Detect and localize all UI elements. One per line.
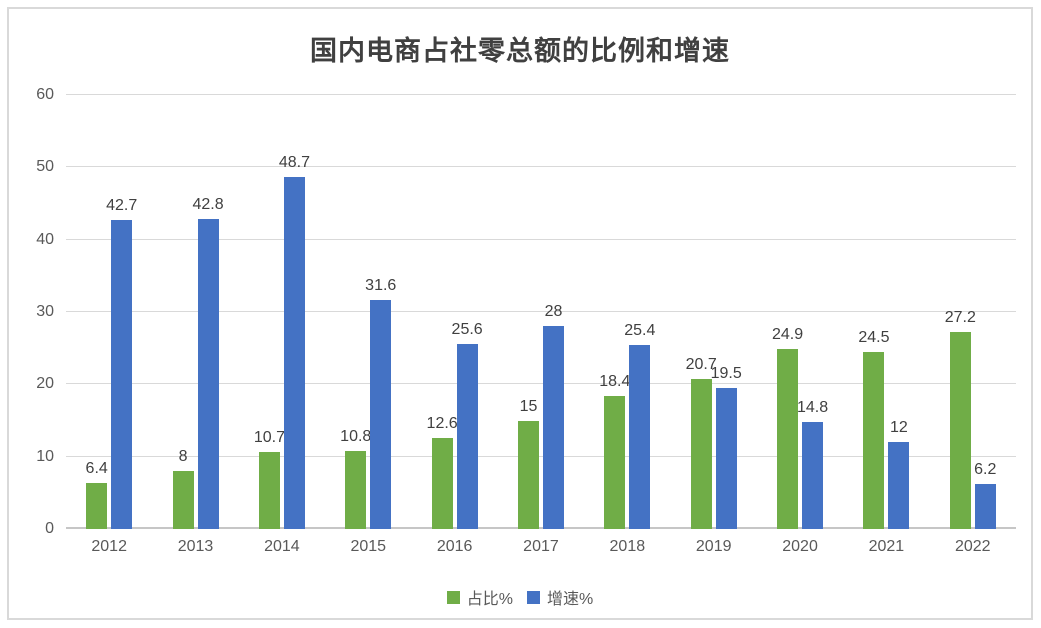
x-tick-label-2013: 2013 xyxy=(177,538,214,555)
bar-value-label-growth-2012: 42.7 xyxy=(106,197,138,215)
bar-value-label-share-2019: 20.7 xyxy=(685,356,717,374)
bar-growth-2015: 31.6 xyxy=(365,277,396,529)
bar-share-2015: 10.8 xyxy=(340,428,371,529)
gridline xyxy=(66,166,1016,168)
bar-value-label-growth-2018: 25.4 xyxy=(624,322,656,340)
gridline xyxy=(66,383,1016,385)
y-tick-label-10: 10 xyxy=(36,447,54,465)
legend-item-share: 占比% xyxy=(446,585,513,609)
x-tick-label-2012: 2012 xyxy=(91,538,127,555)
bar-value-label-share-2013: 8 xyxy=(178,448,188,466)
bar-share-2017: 15 xyxy=(517,398,539,529)
bar-growth-2012: 42.7 xyxy=(106,197,137,529)
bar-value-label-growth-2019: 19.5 xyxy=(710,364,742,382)
gridline xyxy=(66,311,1016,312)
bar-share-2019: 20.7 xyxy=(686,356,717,529)
bar-value-label-share-2022: 27.2 xyxy=(944,309,976,327)
bar-share-2012: 6.4 xyxy=(86,460,108,529)
x-tick-label-2014: 2014 xyxy=(264,538,300,555)
bar-group-2018: 18.4 25.4 xyxy=(584,95,670,529)
y-axis: 0 10 20 30 40 50 60 xyxy=(22,87,54,537)
bar-growth-2019: 19.5 xyxy=(711,365,742,529)
x-tick-label-2017: 2017 xyxy=(523,538,559,555)
legend-label-share: 占比% xyxy=(466,591,513,608)
x-tick-label-2019: 2019 xyxy=(695,538,732,555)
x-tick-label-2016: 2016 xyxy=(436,538,473,555)
bar-group-2013: 8 42.8 xyxy=(152,95,238,529)
plot-area: 6.4 42.7 8 42.8 10.7 48.7 10.8 31.6 12.6 25.6 15 28… xyxy=(66,94,1016,529)
bar-group-2020: 24.9 14.8 xyxy=(757,95,843,529)
bar-value-label-share-2014: 10.7 xyxy=(253,428,285,446)
bar-growth-2021: 12 xyxy=(888,419,910,529)
bar-share-2020: 24.9 xyxy=(772,326,803,529)
bar-group-2019: 20.7 19.5 xyxy=(671,95,757,529)
bar-value-label-growth-2017: 28 xyxy=(544,303,563,321)
bar-group-2012: 6.4 42.7 xyxy=(66,95,152,529)
bar-value-label-growth-2013: 42.8 xyxy=(192,196,224,214)
x-tick-label-2020: 2020 xyxy=(782,538,818,555)
y-tick-label-30: 30 xyxy=(36,303,54,320)
legend-swatch-share xyxy=(446,590,460,604)
legend-item-growth: 增速% xyxy=(527,585,593,609)
gridline xyxy=(66,455,1016,457)
bar-value-label-share-2015: 10.8 xyxy=(340,427,372,445)
bar-growth-2018: 25.4 xyxy=(624,322,655,529)
bar-group-2022: 27.2 6.2 xyxy=(930,95,1016,529)
bar-group-2017: 15 28 xyxy=(498,95,584,529)
x-tick-label-2015: 2015 xyxy=(350,538,387,555)
bar-share-2018: 18.4 xyxy=(599,373,630,529)
bar-growth-2013: 42.8 xyxy=(192,196,224,529)
chart-frame: 国内电商占社零总额的比例和增速 0 10 20 30 40 50 60 6.4 42.7 8 42… xyxy=(7,7,1033,620)
bar-value-label-growth-2021: 12 xyxy=(890,419,908,437)
bar-value-label-growth-2016: 25.6 xyxy=(451,320,483,338)
legend-swatch-growth xyxy=(527,590,540,604)
bar-groups: 6.4 42.7 8 42.8 10.7 48.7 10.8 31.6 12.6 25.6 15 28… xyxy=(66,95,1016,529)
x-tick-label-2018: 2018 xyxy=(609,538,646,555)
bar-value-label-share-2017: 15 xyxy=(519,397,538,415)
x-axis: 2012 2013 2014 2015 2016 2017 2018 2019 2020 2021… xyxy=(66,538,1016,556)
bar-share-2022: 27.2 xyxy=(945,309,976,529)
y-tick-label-40: 40 xyxy=(36,230,54,248)
bar-share-2014: 10.7 xyxy=(254,429,285,529)
bar-value-label-share-2020: 24.9 xyxy=(771,325,804,343)
bar-value-label-share-2021: 24.5 xyxy=(858,328,890,346)
y-tick-label-0: 0 xyxy=(45,520,54,537)
bar-share-2021: 24.5 xyxy=(858,329,889,529)
bar-growth-2014: 48.7 xyxy=(279,154,310,529)
y-tick-label-50: 50 xyxy=(36,158,54,176)
bar-group-2015: 10.8 31.6 xyxy=(325,95,411,529)
bar-growth-2022: 6.2 xyxy=(974,461,996,529)
bar-value-label-growth-2022: 6.2 xyxy=(974,461,997,479)
bar-value-label-growth-2014: 48.7 xyxy=(278,153,310,171)
x-tick-label-2022: 2022 xyxy=(954,538,991,555)
bar-value-label-share-2018: 18.4 xyxy=(599,372,631,390)
bar-growth-2016: 25.6 xyxy=(452,321,483,529)
bar-group-2014: 10.7 48.7 xyxy=(239,95,325,529)
bar-share-2016: 12.6 xyxy=(427,415,458,529)
bar-share-2013: 8 xyxy=(172,448,194,529)
legend: 占比% 增速% xyxy=(9,585,1031,609)
bar-group-2021: 24.5 12 xyxy=(843,95,929,529)
gridline xyxy=(66,94,1016,95)
bar-value-label-share-2016: 12.6 xyxy=(426,414,458,432)
x-axis-line xyxy=(66,527,1016,529)
x-tick-label-2021: 2021 xyxy=(868,538,905,555)
chart-title: 国内电商占社零总额的比例和增速 xyxy=(310,36,730,66)
y-tick-label-20: 20 xyxy=(36,375,54,393)
gridline xyxy=(66,238,1016,240)
y-tick-label-60: 60 xyxy=(36,86,54,103)
bar-value-label-growth-2020: 14.8 xyxy=(796,398,829,416)
bar-group-2016: 12.6 25.6 xyxy=(411,95,497,529)
bar-value-label-growth-2015: 31.6 xyxy=(365,277,397,295)
bar-growth-2017: 28 xyxy=(542,303,564,529)
bar-growth-2020: 14.8 xyxy=(797,399,828,529)
bar-value-label-share-2012: 6.4 xyxy=(85,459,108,477)
legend-label-growth: 增速% xyxy=(547,591,594,608)
